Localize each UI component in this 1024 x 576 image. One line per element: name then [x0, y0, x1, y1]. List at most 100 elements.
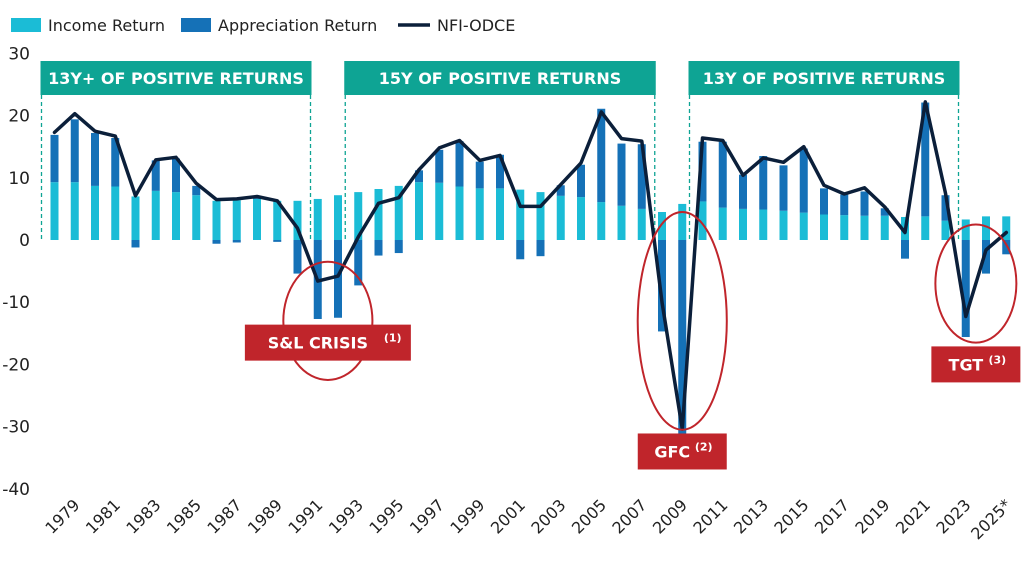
income-bar	[718, 207, 727, 240]
appreciation-bar	[496, 154, 504, 189]
income-bar	[435, 182, 444, 240]
x-tick-label: 1981	[82, 495, 124, 537]
crisis-label: GFC (2)	[637, 433, 727, 470]
y-tick-label: -10	[2, 293, 30, 313]
appreciation-bar	[273, 240, 282, 242]
crisis-label-text: GFC	[654, 442, 690, 461]
x-tick-label: 1999	[446, 495, 488, 537]
banner-label: 13Y OF POSITIVE RETURNS	[703, 69, 945, 88]
x-tick-label: 2015	[770, 495, 812, 537]
y-tick-label: -20	[2, 355, 30, 375]
income-bar	[293, 200, 302, 240]
income-bar	[678, 203, 687, 240]
appreciation-bar	[111, 137, 120, 187]
banner	[688, 61, 960, 95]
income-bar	[556, 195, 565, 240]
y-tick-label: 20	[8, 107, 30, 127]
appreciation-bar	[354, 240, 363, 286]
bars	[50, 102, 1011, 446]
x-tick-label: 1979	[41, 495, 83, 537]
banners: 13Y+ OF POSITIVE RETURNS 15Y OF POSITIVE …	[40, 61, 960, 95]
appreciation-bar	[1002, 240, 1011, 255]
income-bar	[475, 188, 484, 240]
appreciation-bar	[718, 141, 727, 208]
income-bar	[739, 208, 747, 240]
banner	[344, 61, 656, 95]
x-tick-label: 2003	[527, 495, 569, 537]
banner-label: 15Y OF POSITIVE RETURNS	[379, 69, 621, 88]
x-tick-label: 2013	[730, 495, 772, 537]
appreciation-bar	[536, 240, 545, 257]
y-tick-label: -30	[2, 418, 30, 438]
y-tick-label: 0	[19, 231, 30, 251]
income-bar	[50, 182, 59, 240]
income-bar	[212, 200, 221, 240]
appreciation-bar	[50, 134, 59, 183]
income-bar	[192, 195, 201, 240]
appreciation-bar	[820, 188, 828, 215]
x-tick-label: 1989	[244, 495, 286, 537]
income-bar	[577, 197, 585, 240]
income-bar	[232, 200, 241, 240]
x-tick-label: 2019	[851, 495, 893, 537]
appreciation-bar	[415, 170, 423, 183]
appreciation-bar	[840, 194, 849, 216]
appreciation-bar	[212, 240, 221, 244]
appreciation-bar	[982, 240, 990, 274]
appreciation-bar	[617, 143, 626, 206]
x-tick-label: 1997	[406, 495, 448, 537]
income-bar	[597, 202, 606, 240]
income-bar	[779, 210, 788, 240]
appreciation-bar	[151, 160, 160, 191]
income-bar	[658, 212, 666, 240]
income-bar	[334, 195, 342, 240]
legend: Income Return Appreciation Return NFI-OD…	[11, 16, 515, 35]
legend-income-swatch	[11, 18, 41, 32]
income-bar	[880, 215, 889, 240]
income-bar	[961, 219, 970, 240]
x-tick-label: 2025*	[967, 495, 1015, 543]
income-bar	[496, 188, 504, 240]
appreciation-bar	[516, 240, 525, 260]
crisis-label-text: S&L CRISIS	[268, 334, 368, 353]
appreciation-bar	[597, 108, 606, 203]
income-bar	[759, 209, 768, 240]
x-tick-label: 2021	[892, 495, 934, 537]
y-tick-label: -40	[2, 480, 30, 500]
income-bar	[131, 196, 140, 240]
y-axis: -40 -30 -20 -10 0 10 20 30	[2, 44, 30, 499]
crisis-circles	[282, 211, 1018, 431]
income-bar	[111, 186, 120, 240]
income-bar	[799, 212, 808, 240]
x-tick-label: 1995	[365, 495, 407, 537]
appreciation-bar	[901, 240, 909, 259]
appreciation-bar	[921, 102, 930, 217]
appreciation-bar	[374, 240, 383, 256]
appreciation-bar	[435, 149, 444, 183]
appreciation-bar	[961, 240, 970, 338]
income-bar	[354, 192, 363, 240]
appreciation-bar	[759, 156, 768, 210]
income-bar	[820, 214, 828, 240]
x-tick-label: 1985	[163, 495, 205, 537]
income-bar	[941, 220, 950, 240]
x-tick-label: 2005	[568, 495, 610, 537]
x-tick-label: 1983	[122, 495, 164, 537]
income-bar	[313, 198, 322, 240]
appreciation-bar	[131, 240, 140, 248]
crisis-label-box	[244, 324, 411, 361]
x-tick-label: 2009	[649, 495, 691, 537]
crisis-circle	[282, 260, 374, 381]
income-bar	[698, 201, 707, 240]
appreciation-bar	[192, 185, 201, 196]
appreciation-bar	[172, 158, 180, 193]
crisis-circle	[636, 211, 728, 431]
legend-line-label: NFI-ODCE	[437, 16, 515, 35]
appreciation-bar	[253, 197, 261, 199]
x-tick-label: 2017	[811, 495, 853, 537]
crisis-label-note: (1)	[384, 332, 402, 345]
appreciation-bar	[799, 148, 808, 213]
appreciation-bar	[334, 240, 342, 318]
crisis-label-text: TGT	[949, 355, 984, 374]
